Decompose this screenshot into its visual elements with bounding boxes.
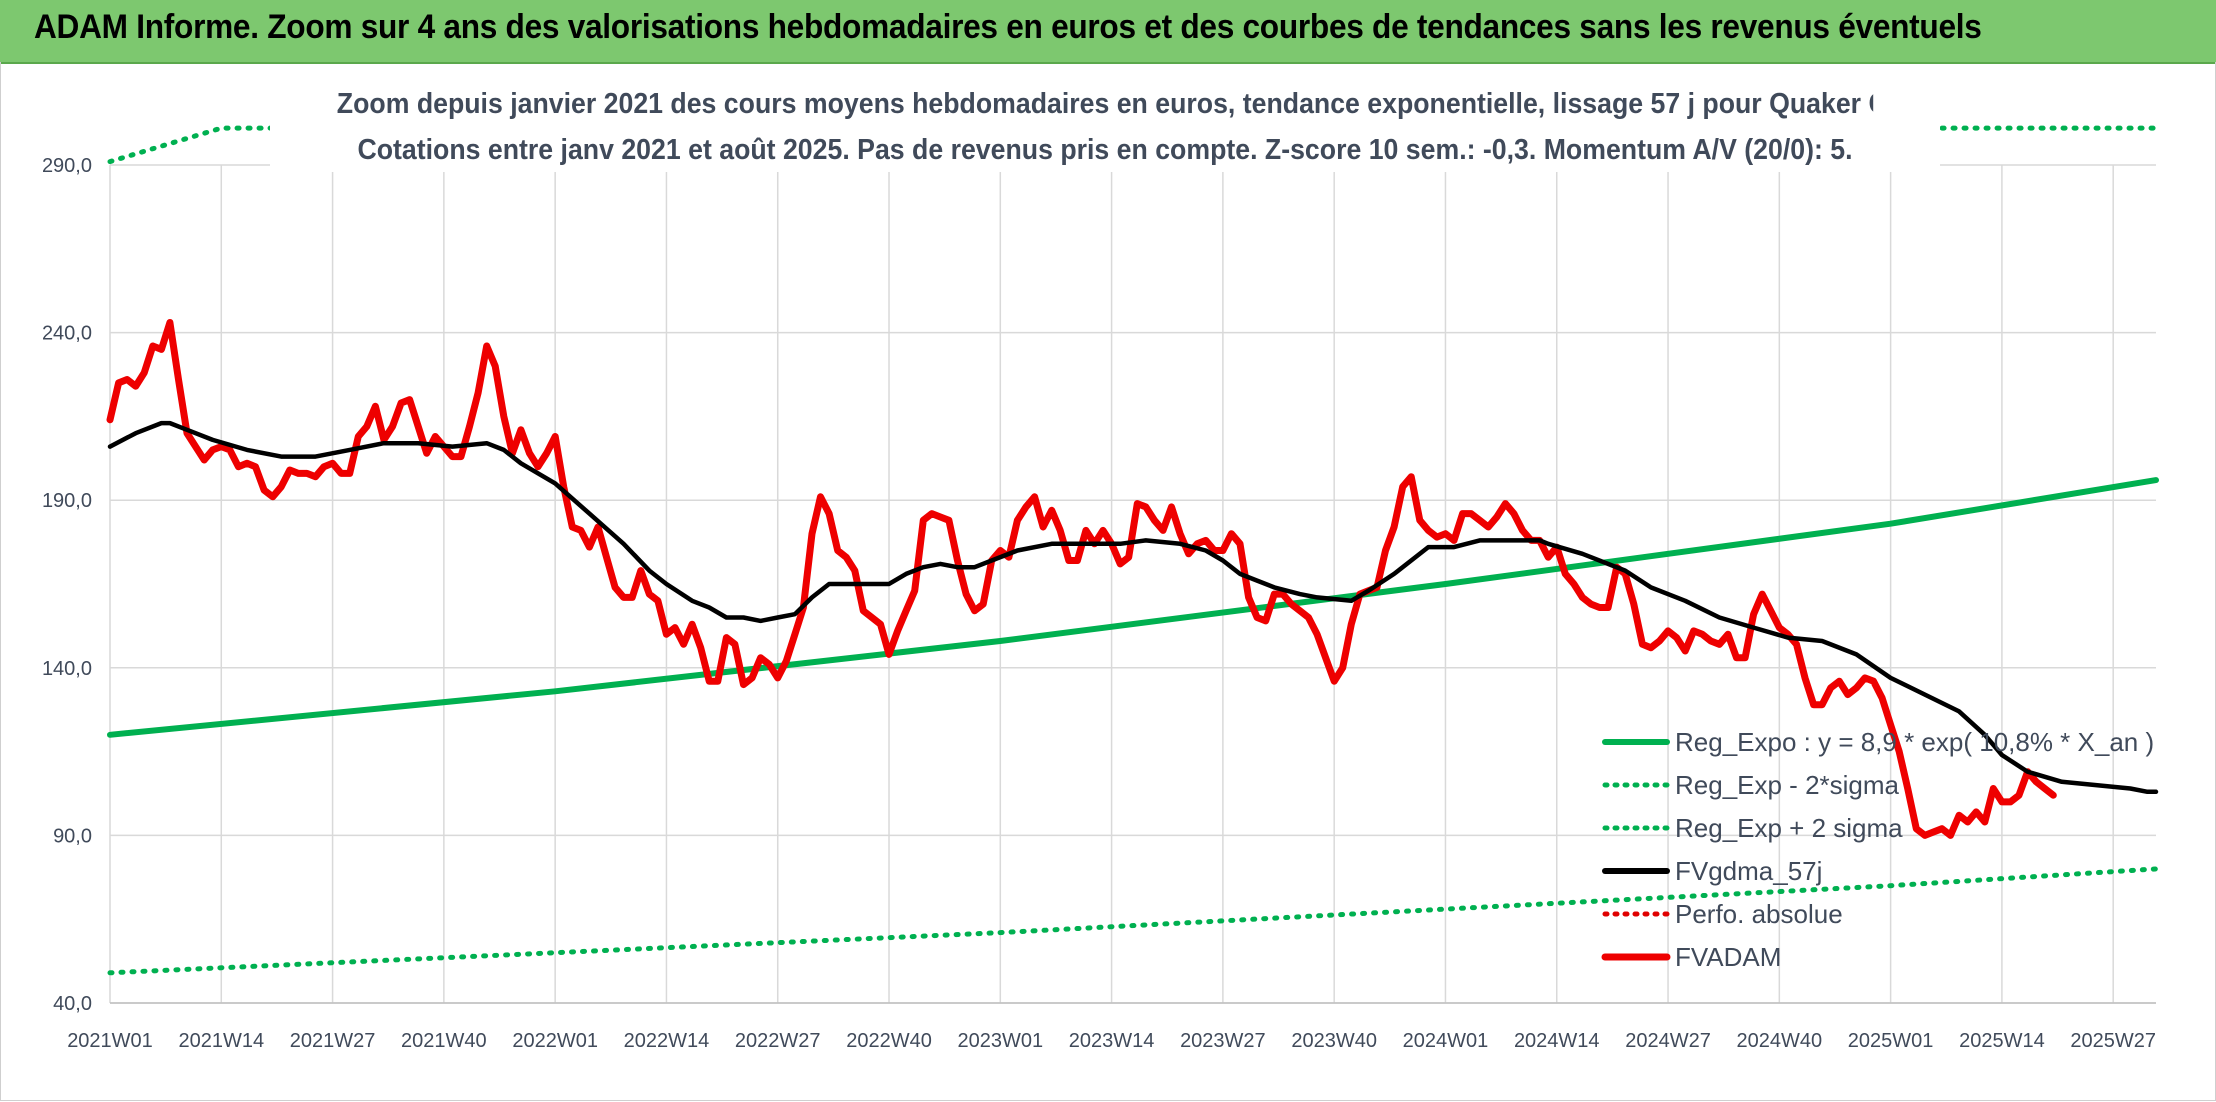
chart-title: Zoom depuis janvier 2021 des cours moyen… [336,88,1873,120]
y-tick-label: 140,0 [42,658,92,680]
x-tick-label: 2024W01 [1403,1030,1489,1052]
series-line-reg-exp-2-sigma [107,866,2159,976]
x-tick-label: 2023W27 [1180,1030,1266,1052]
series-lines [106,125,2159,976]
series-line-fvadam [106,319,2057,839]
y-tick-label: 190,0 [42,490,92,512]
y-tick-label: 240,0 [42,323,92,345]
y-tick-label: 40,0 [53,993,92,1015]
x-tick-label: 2025W01 [1848,1030,1934,1052]
x-tick-label: 2021W40 [401,1030,487,1052]
x-tick-label: 2021W14 [178,1030,264,1052]
gridlines [109,164,2156,1004]
y-tick-label: 290,0 [42,155,92,177]
x-tick-label: 2022W27 [735,1030,821,1052]
report-banner: ADAM Informe. Zoom sur 4 ans des valoris… [0,0,2216,64]
x-tick-label: 2024W40 [1737,1030,1823,1052]
series-line-reg-expo-y-8-9-exp-10-8-x-an [107,477,2159,738]
x-tick-label: 2022W40 [846,1030,932,1052]
x-tick-label: 2025W14 [1959,1030,2045,1052]
y-axis-ticks: 40,0 90,0 140,0 190,0 240,0 290,0 [42,155,92,1015]
x-axis-ticks: 2021W01 2021W14 2021W27 2021W40 2022W01 2022W… [67,1030,2156,1052]
x-tick-label: 2022W01 [512,1030,598,1052]
x-tick-label: 2025W27 [2070,1030,2156,1052]
report-title: ADAM Informe. Zoom sur 4 ans des valoris… [34,8,1982,46]
series-line-fvgdma-57j [107,420,2159,795]
x-tick-label: 2023W40 [1291,1030,1377,1052]
chart-subtitle: Cotations entre janv 2021 et août 2025. … [357,134,1853,166]
x-tick-label: 2022W14 [624,1030,710,1052]
x-tick-label: 2023W01 [957,1030,1043,1052]
x-tick-label: 2021W01 [67,1030,153,1052]
x-tick-label: 2024W27 [1625,1030,1711,1052]
x-tick-label: 2021W27 [290,1030,376,1052]
subtitle-background [270,82,1940,172]
y-tick-label: 90,0 [53,825,92,847]
x-tick-label: 2024W14 [1514,1030,1600,1052]
x-tick-label: 2023W14 [1069,1030,1155,1052]
